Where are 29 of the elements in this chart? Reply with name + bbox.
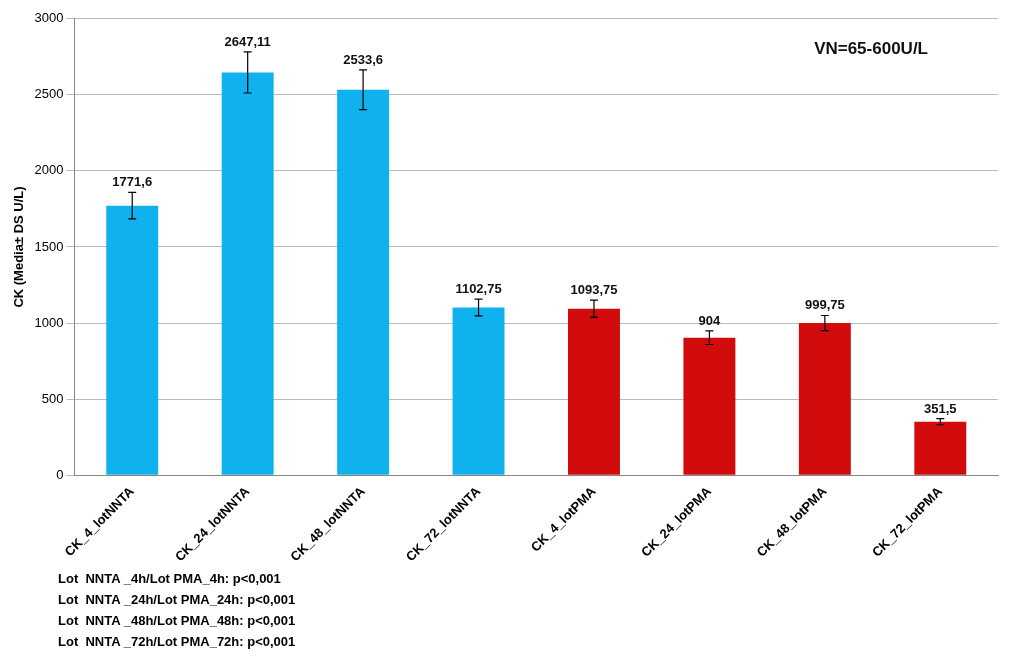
- y-tick-label: 2500: [34, 86, 64, 102]
- text: Lot NNTA _72h/Lot PMA_72h: p<0,001: [58, 633, 297, 651]
- data-label: 1102,75: [455, 281, 502, 297]
- y-tick-label: 2000: [34, 162, 64, 178]
- y-tick-label: 1500: [34, 238, 64, 254]
- text: Lot NNTA _48h/Lot PMA_48h: p<0,001: [58, 612, 297, 630]
- text: Lot NNTA _24h/Lot PMA_24h: p<0,001: [58, 591, 297, 609]
- bar: [452, 307, 505, 475]
- bar: [798, 323, 851, 475]
- y-axis-title: CK (Media± DS U/L): [11, 186, 27, 308]
- bar: [683, 337, 736, 475]
- y-tick-label: 0: [56, 466, 64, 482]
- annotation: VN=65-600U/L: [814, 38, 928, 58]
- bar: [337, 89, 390, 475]
- bar: [106, 205, 159, 475]
- data-label: 2647,11: [224, 33, 271, 49]
- y-tick-label: 1000: [34, 314, 64, 330]
- y-tick-label: 3000: [34, 10, 64, 26]
- data-label: 1093,75: [570, 282, 618, 298]
- data-label: 351,5: [924, 400, 957, 416]
- data-label: 999,75: [804, 297, 845, 313]
- bar: [221, 72, 274, 475]
- data-label: 904: [698, 312, 722, 328]
- text: Lot NNTA _4h/Lot PMA_4h: p<0,001: [58, 570, 282, 588]
- y-tick-label: 500: [41, 390, 64, 406]
- bar: [568, 308, 620, 475]
- data-label: 2533,6: [343, 51, 383, 67]
- data-label: 1771,6: [112, 174, 153, 190]
- bar: [914, 421, 967, 475]
